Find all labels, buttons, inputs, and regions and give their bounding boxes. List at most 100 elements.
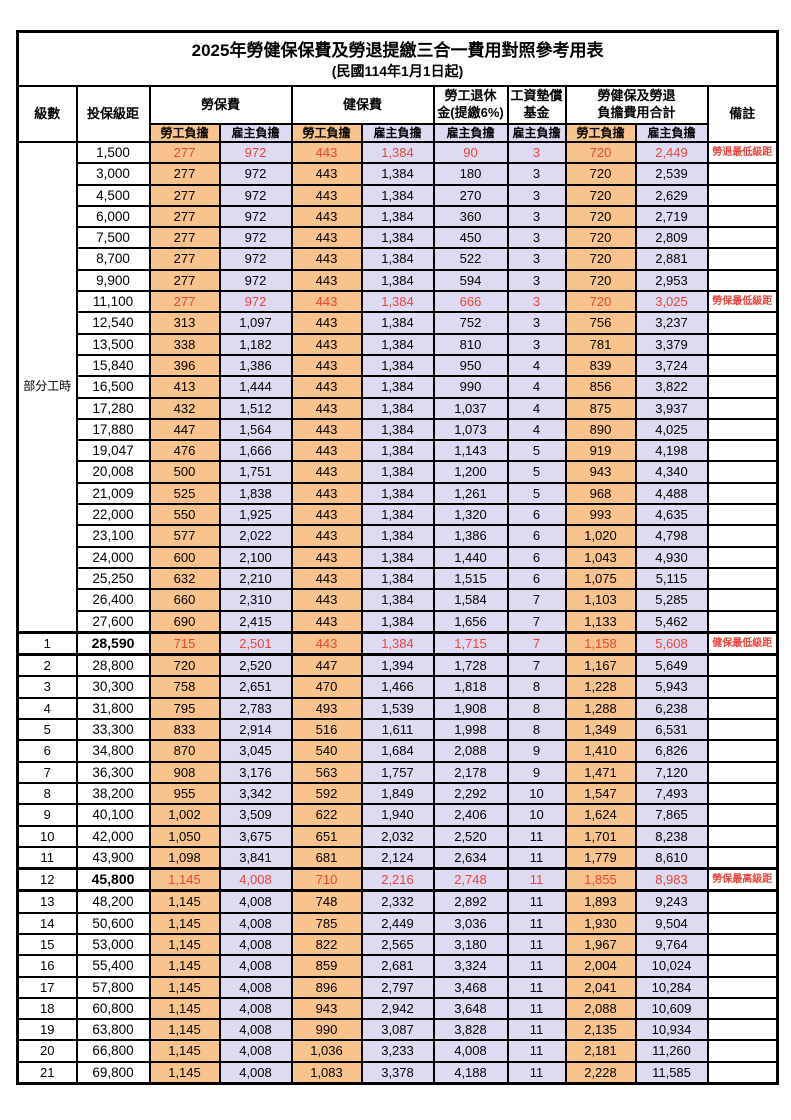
remark-cell (706, 481, 779, 506)
table-body: 部分工時 1,500 277 972 443 1,384 90 3 720 2,449 勞退最低級距… (16, 140, 779, 1085)
labor-employee-cell: 720 (148, 653, 221, 678)
wage-fund-employer-cell: 11 (506, 996, 567, 1021)
remark-cell (706, 204, 779, 229)
subheader-health-employer: 雇主負擔 (360, 123, 435, 143)
bracket-cell: 17,880 (75, 417, 151, 442)
health-employer-cell: 1,384 (360, 375, 435, 399)
header-total-line1: 勞健保及勞退 (597, 88, 676, 104)
bracket-cell: 15,840 (75, 353, 151, 378)
total-employer-cell: 2,449 (634, 140, 709, 165)
wage-fund-employer-cell: 11 (506, 889, 567, 914)
labor-employee-cell: 758 (148, 675, 221, 699)
level-cell: 12 (16, 867, 78, 893)
remark-cell: 健保最低級距 (706, 630, 779, 657)
remark-cell: 勞保最高級距 (706, 867, 779, 893)
bracket-cell: 66,800 (75, 1039, 151, 1063)
bracket-cell: 28,800 (75, 653, 151, 678)
health-employer-cell: 1,611 (360, 718, 435, 742)
pension-employer-cell: 450 (432, 226, 509, 250)
wage-fund-employer-cell: 4 (506, 353, 567, 378)
wage-fund-employer-cell: 5 (506, 481, 567, 506)
total-employer-cell: 9,243 (634, 889, 709, 914)
pension-employer-cell: 1,998 (432, 718, 509, 742)
remark-cell (706, 417, 779, 442)
labor-employee-cell: 955 (148, 781, 221, 806)
remark-cell (706, 1018, 779, 1042)
health-employer-cell: 1,849 (360, 781, 435, 806)
labor-employee-cell: 1,145 (148, 954, 221, 978)
table-row: 19,047 476 1,666 443 1,384 1,143 5 919 4,198 (18, 439, 779, 463)
health-employer-cell: 1,384 (360, 268, 435, 293)
total-employer-cell: 4,930 (634, 545, 709, 569)
health-employer-cell: 2,797 (360, 975, 435, 999)
health-employee-cell: 443 (290, 140, 363, 165)
health-employer-cell: 3,087 (360, 1018, 435, 1042)
level-cell: 20 (16, 1039, 78, 1063)
table-row: 26,400 660 2,310 443 1,384 1,584 7 1,103 5,285 (18, 588, 779, 612)
labor-employee-cell: 1,145 (148, 975, 221, 999)
pension-employer-cell: 1,440 (432, 545, 509, 569)
health-employee-cell: 748 (290, 889, 363, 914)
health-employer-cell: 2,942 (360, 996, 435, 1021)
labor-employee-cell: 277 (148, 247, 221, 271)
labor-employee-cell: 277 (148, 226, 221, 250)
pension-employer-cell: 752 (432, 311, 509, 335)
header-bracket: 投保級距 (75, 85, 151, 143)
labor-employer-cell: 1,564 (218, 417, 293, 442)
remark-cell (706, 954, 779, 978)
health-employee-cell: 443 (290, 204, 363, 229)
level-cell: 10 (16, 824, 78, 848)
total-employer-cell: 2,881 (634, 247, 709, 271)
pension-employer-cell: 1,386 (432, 524, 509, 548)
total-employee-cell: 1,701 (564, 824, 637, 848)
table-row: 2 28,800 720 2,520 447 1,394 1,728 7 1,167 5,649 (16, 653, 779, 678)
pension-employer-cell: 3,828 (432, 1018, 509, 1042)
remark-cell (706, 268, 779, 293)
header-health-insurance: 健保費 (290, 85, 435, 125)
bracket-cell: 55,400 (75, 954, 151, 978)
wage-fund-employer-cell: 10 (506, 803, 567, 827)
wage-fund-employer-cell: 3 (506, 140, 567, 165)
labor-employer-cell: 972 (218, 226, 293, 250)
pension-employer-cell: 4,008 (432, 1039, 509, 1063)
labor-employee-cell: 1,145 (148, 867, 221, 893)
health-employer-cell: 1,384 (360, 353, 435, 378)
labor-employer-cell: 4,008 (218, 1060, 293, 1085)
labor-employer-cell: 2,415 (218, 609, 293, 634)
total-employee-cell: 1,043 (564, 545, 637, 569)
wage-fund-employer-cell: 11 (506, 1060, 567, 1085)
labor-employer-cell: 4,008 (218, 932, 293, 957)
bracket-cell: 30,300 (75, 675, 151, 699)
total-employer-cell: 5,608 (634, 630, 709, 657)
labor-employee-cell: 632 (148, 566, 221, 591)
header-pension: 勞工退休 金(提繳6%) (432, 85, 509, 125)
health-employer-cell: 1,384 (360, 311, 435, 335)
pension-employer-cell: 2,748 (432, 867, 509, 893)
health-employee-cell: 592 (290, 781, 363, 806)
bracket-cell: 21,009 (75, 481, 151, 506)
total-employer-cell: 7,120 (634, 760, 709, 784)
health-employer-cell: 1,384 (360, 226, 435, 250)
health-employee-cell: 443 (290, 162, 363, 186)
wage-fund-employer-cell: 3 (506, 290, 567, 314)
remark-cell (706, 162, 779, 186)
level-cell: 3 (16, 675, 78, 699)
labor-employee-cell: 1,145 (148, 1060, 221, 1085)
remark-cell (706, 566, 779, 591)
document-sheet: 2025年勞健保保費及勞退提繳三合一費用對照參考用表 (民國114年1月1日起)… (16, 30, 780, 1086)
pension-employer-cell: 666 (432, 290, 509, 314)
total-employer-cell: 10,284 (634, 975, 709, 999)
labor-employer-cell: 2,310 (218, 588, 293, 612)
health-employee-cell: 859 (290, 954, 363, 978)
wage-fund-employer-cell: 5 (506, 439, 567, 463)
health-employer-cell: 1,384 (360, 566, 435, 591)
level-cell: 15 (16, 932, 78, 957)
remark-cell (706, 718, 779, 742)
health-employer-cell: 1,384 (360, 630, 435, 657)
labor-employer-cell: 3,841 (218, 845, 293, 870)
remark-cell (706, 845, 779, 870)
total-employee-cell: 720 (564, 183, 637, 207)
labor-employee-cell: 432 (148, 396, 221, 420)
remark-cell (706, 739, 779, 763)
table-row: 4,500 277 972 443 1,384 270 3 720 2,629 (18, 183, 779, 207)
